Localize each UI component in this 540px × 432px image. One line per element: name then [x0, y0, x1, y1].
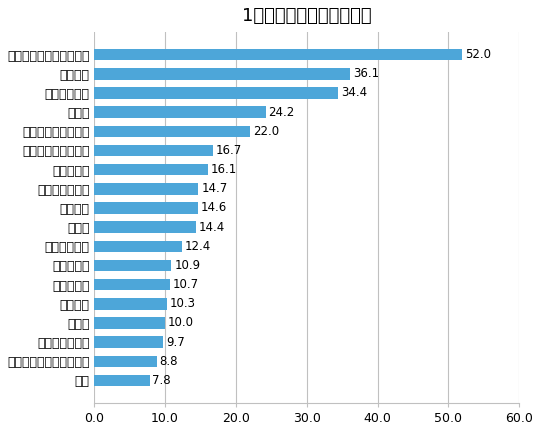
Text: 7.8: 7.8: [152, 374, 171, 387]
Bar: [94, 49, 462, 60]
Bar: [94, 87, 338, 99]
Text: 24.2: 24.2: [268, 106, 295, 119]
Bar: [94, 164, 208, 175]
Text: 52.0: 52.0: [465, 48, 491, 61]
Text: 22.0: 22.0: [253, 125, 279, 138]
Bar: [94, 126, 250, 137]
Title: 1か月あたりの平均投稿数: 1か月あたりの平均投稿数: [242, 7, 372, 25]
Bar: [94, 68, 350, 79]
Bar: [94, 279, 170, 290]
Text: 14.6: 14.6: [200, 201, 227, 214]
Bar: [94, 106, 266, 118]
Text: 16.7: 16.7: [215, 144, 241, 157]
Text: 14.7: 14.7: [201, 182, 227, 195]
Text: 9.7: 9.7: [166, 336, 185, 349]
Bar: [94, 356, 157, 367]
Text: 10.0: 10.0: [168, 316, 194, 330]
Text: 10.7: 10.7: [173, 278, 199, 291]
Bar: [94, 202, 198, 214]
Bar: [94, 337, 163, 348]
Text: 14.4: 14.4: [199, 221, 225, 234]
Bar: [94, 183, 198, 194]
Bar: [94, 298, 167, 309]
Bar: [94, 260, 172, 271]
Text: 10.3: 10.3: [170, 297, 196, 310]
Text: 36.1: 36.1: [353, 67, 379, 80]
Bar: [94, 241, 182, 252]
Text: 10.9: 10.9: [174, 259, 200, 272]
Text: 8.8: 8.8: [159, 355, 178, 368]
Bar: [94, 221, 196, 233]
Bar: [94, 317, 165, 329]
Text: 12.4: 12.4: [185, 240, 211, 253]
Bar: [94, 145, 213, 156]
Bar: [94, 375, 150, 386]
Text: 16.1: 16.1: [211, 163, 238, 176]
Text: 34.4: 34.4: [341, 86, 367, 99]
